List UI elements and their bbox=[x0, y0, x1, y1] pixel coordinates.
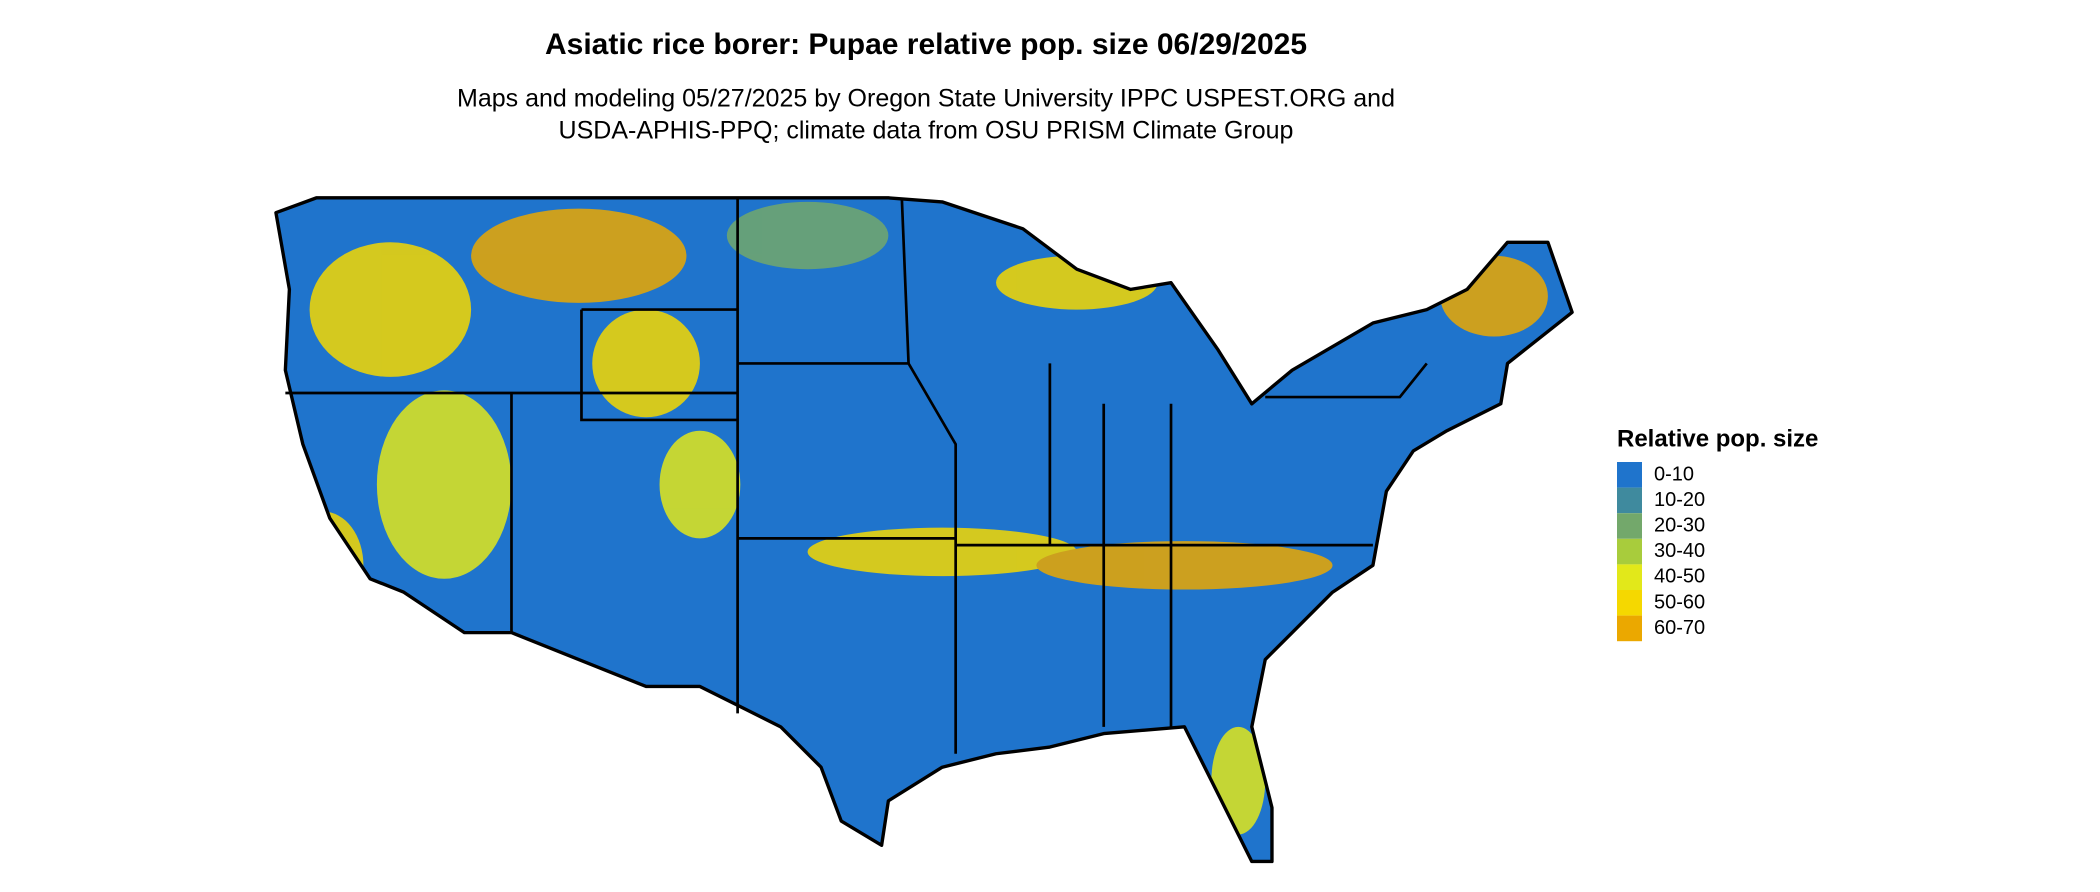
legend-label: 60-70 bbox=[1654, 617, 1705, 639]
legend-label: 10-20 bbox=[1654, 489, 1705, 511]
subtitle-line: USDA-APHIS-PPQ; climate data from OSU PR… bbox=[559, 117, 1294, 145]
legend-swatch bbox=[1617, 564, 1642, 590]
title: Asiatic rice borer: Pupae relative pop. … bbox=[545, 28, 1307, 61]
legend-swatch bbox=[1617, 462, 1642, 488]
legend-swatch bbox=[1617, 590, 1642, 616]
legend-swatch bbox=[1617, 615, 1642, 642]
legend-label: 30-40 bbox=[1654, 540, 1705, 562]
legend-label: 40-50 bbox=[1654, 566, 1705, 588]
legend-swatch bbox=[1617, 538, 1642, 565]
legend-title: Relative pop. size bbox=[1617, 425, 1818, 452]
legend-swatch bbox=[1617, 513, 1642, 539]
legend-label: 0-10 bbox=[1654, 463, 1694, 485]
legend-label: 20-30 bbox=[1654, 514, 1705, 536]
legend-swatch bbox=[1617, 487, 1642, 514]
legend-label: 50-60 bbox=[1654, 591, 1705, 613]
us-map bbox=[274, 196, 1574, 864]
legend: 0-10 10-20 20-30 30-40 40-50 50-60 60-70 bbox=[1617, 462, 1705, 642]
subtitle-line: Maps and modeling 05/27/2025 by Oregon S… bbox=[457, 85, 1395, 113]
